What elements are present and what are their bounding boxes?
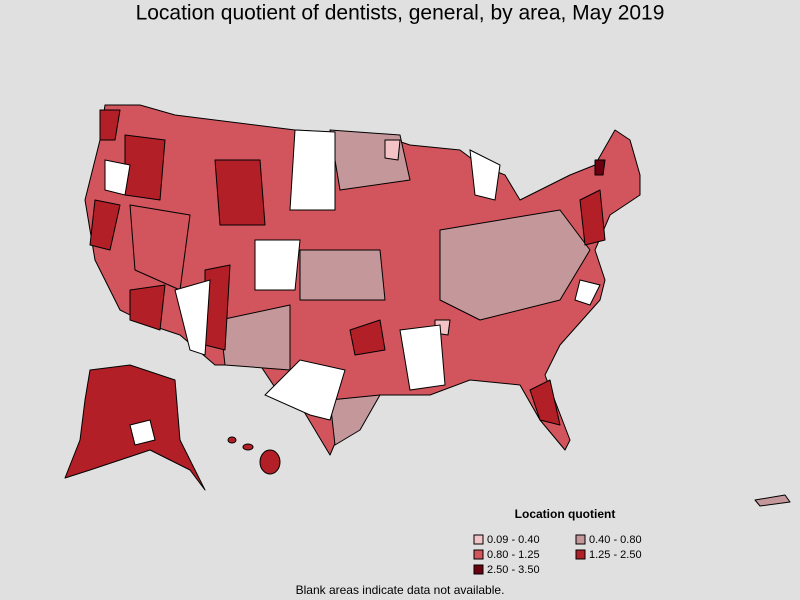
map — [64, 104, 791, 507]
legend-label: 0.40 - 0.80 — [589, 534, 642, 546]
legend-swatch — [575, 549, 586, 560]
region — [227, 436, 237, 444]
blank-area — [574, 279, 601, 306]
region — [124, 134, 166, 201]
region — [594, 159, 606, 176]
region — [384, 139, 401, 161]
blank-area — [129, 419, 156, 446]
legend-swatch — [575, 534, 586, 545]
region — [439, 209, 591, 321]
region — [89, 199, 121, 251]
region — [579, 189, 606, 246]
region — [349, 319, 386, 356]
blank-area — [264, 359, 346, 421]
region — [214, 159, 266, 226]
legend-label: 2.50 - 3.50 — [487, 564, 540, 576]
legend-swatch — [473, 549, 484, 560]
region — [259, 449, 281, 475]
region — [299, 249, 386, 301]
blank-area — [254, 239, 301, 291]
blank-area — [289, 129, 336, 211]
blank-area — [104, 159, 131, 196]
region — [754, 494, 791, 507]
legend-label: 0.09 - 0.40 — [487, 534, 540, 546]
legend-swatch — [473, 534, 484, 545]
legend-swatch — [473, 564, 484, 575]
footnote: Blank areas indicate data not available. — [296, 583, 505, 597]
legend: 0.09 - 0.40 0.40 - 0.80 0.80 - 1.25 1.25 - … — [473, 534, 642, 576]
region — [129, 284, 166, 331]
legend-label: 1.25 - 2.50 — [589, 549, 642, 561]
blank-area — [399, 324, 446, 391]
blank-area — [174, 279, 211, 356]
region — [204, 264, 231, 351]
region — [529, 379, 561, 426]
region — [242, 443, 254, 451]
region — [99, 109, 121, 141]
region — [329, 394, 381, 446]
legend-label: 0.80 - 1.25 — [487, 549, 540, 561]
legend-title: Location quotient — [515, 507, 616, 521]
blank-area — [469, 149, 501, 201]
title: Location quotient of dentists, general, … — [136, 2, 665, 25]
